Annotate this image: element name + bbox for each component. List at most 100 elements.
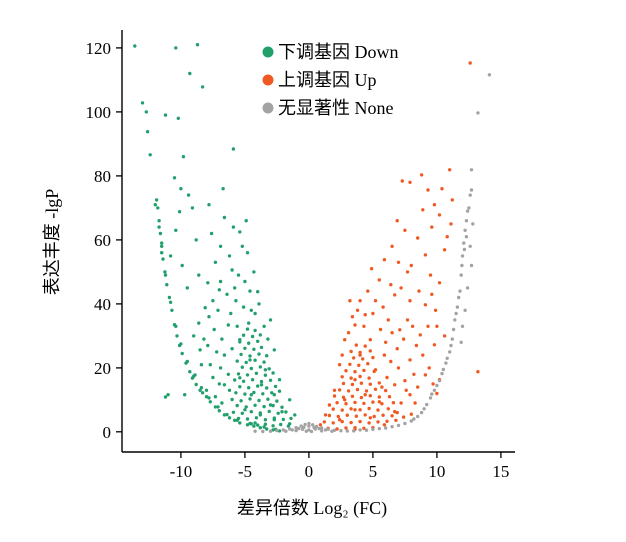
down-point (174, 324, 178, 328)
none-point (332, 428, 337, 432)
up-point (412, 372, 416, 376)
down-point (252, 390, 256, 395)
up-point (450, 198, 454, 202)
down-point (220, 337, 224, 341)
up-point (368, 382, 372, 386)
down-point (168, 254, 173, 258)
down-point (227, 254, 232, 258)
none-point (459, 340, 463, 344)
up-point (401, 415, 406, 419)
down-point (188, 71, 192, 76)
up-point (340, 375, 344, 379)
legend-marker-down (262, 46, 274, 58)
up-point (331, 407, 335, 411)
up-point (437, 213, 442, 217)
down-point-group (133, 43, 297, 433)
x-tick-label: 0 (305, 462, 314, 481)
up-point (363, 344, 367, 348)
down-point (257, 352, 261, 356)
down-point (165, 283, 169, 287)
none-point (307, 424, 311, 428)
down-point (249, 366, 253, 371)
up-point (433, 308, 438, 312)
down-point (226, 372, 230, 376)
down-point (185, 359, 189, 364)
down-point (243, 279, 247, 284)
none-point (432, 388, 437, 392)
down-point (206, 281, 210, 285)
none-point (430, 392, 434, 396)
none-point (476, 111, 480, 115)
none-point (435, 383, 439, 388)
down-point (207, 203, 211, 207)
down-point (216, 405, 220, 409)
none-point (275, 428, 279, 433)
none-point (330, 429, 334, 433)
none-point (462, 247, 467, 252)
up-point (341, 395, 346, 399)
none-point (307, 428, 311, 432)
up-point (371, 400, 375, 404)
none-point (309, 429, 314, 434)
down-point (252, 270, 256, 274)
up-point (346, 331, 351, 335)
down-point (257, 302, 261, 306)
up-point (476, 370, 480, 374)
none-point (451, 327, 456, 332)
up-point (367, 421, 371, 425)
none-point (460, 254, 465, 258)
down-point (252, 347, 256, 351)
up-point (382, 353, 387, 357)
down-point (230, 397, 234, 402)
down-point (213, 260, 218, 264)
down-point (253, 421, 257, 425)
up-point (368, 338, 372, 342)
up-point (384, 388, 388, 393)
up-point (432, 203, 437, 207)
x-tick-label: -5 (238, 462, 252, 481)
up-point (448, 168, 452, 172)
y-ticks: 0 20 40 60 80 100 120 (86, 39, 122, 442)
up-point (346, 389, 351, 393)
up-point (417, 289, 421, 293)
down-point (289, 416, 293, 421)
down-point (280, 410, 284, 414)
down-point (256, 384, 260, 388)
down-point (249, 393, 253, 397)
up-point (421, 208, 425, 212)
down-point (245, 251, 250, 255)
none-point-group (253, 73, 492, 434)
none-point (364, 428, 369, 432)
up-point (354, 343, 358, 347)
down-point (231, 147, 236, 151)
up-point (377, 400, 381, 404)
down-point (268, 318, 273, 322)
down-point (241, 379, 246, 383)
none-point (454, 311, 458, 316)
down-point (177, 210, 182, 214)
down-point (243, 346, 247, 350)
none-point (396, 423, 401, 428)
up-point (323, 413, 328, 417)
down-point (217, 409, 221, 413)
up-point (396, 366, 401, 370)
y-tick-label: 0 (103, 423, 112, 442)
down-point (233, 418, 237, 422)
down-point (227, 416, 232, 420)
down-point (133, 44, 137, 48)
down-point (233, 286, 237, 290)
none-point (459, 273, 463, 277)
up-point (432, 343, 437, 347)
up-point (332, 388, 337, 392)
up-point (398, 328, 402, 332)
none-point (384, 426, 388, 430)
up-point (390, 244, 394, 248)
down-point (153, 203, 157, 207)
none-point (261, 429, 265, 434)
down-point (261, 392, 265, 396)
up-point (391, 401, 396, 405)
down-point (211, 375, 215, 380)
up-point (349, 407, 353, 411)
down-point (154, 198, 159, 202)
down-point (227, 388, 232, 392)
